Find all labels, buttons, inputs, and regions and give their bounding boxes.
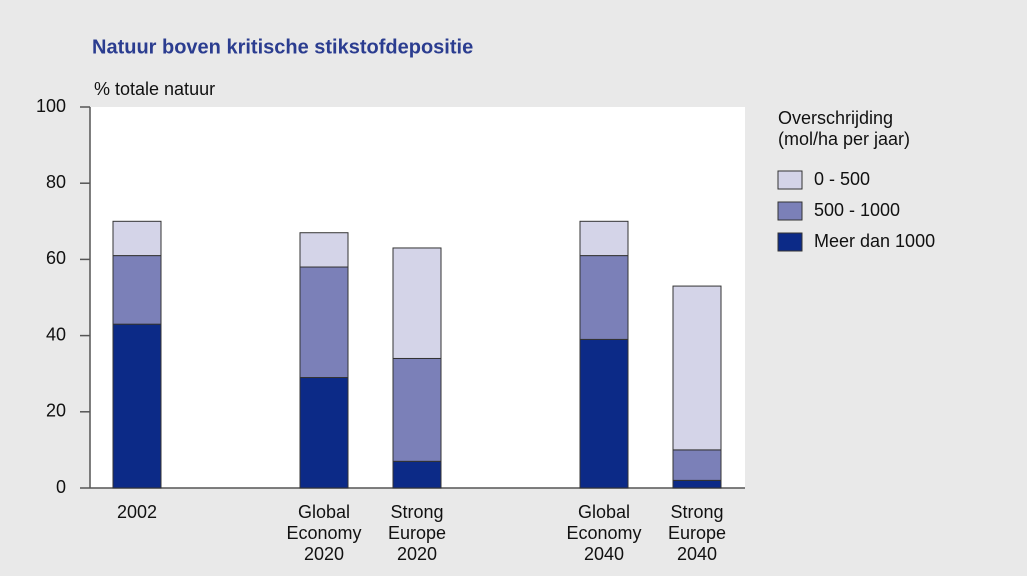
x-tick-label: 2002 [116,502,158,522]
legend-swatch [777,232,803,252]
legend-swatch [777,170,803,190]
legend-title: Overschrijding (mol/ha per jaar) [778,108,911,149]
bar-segment [392,357,442,462]
chart-title: Natuur boven kritische stikstofdepositie [92,36,473,58]
y-axis-label: % totale natuur [94,79,215,99]
y-tick-label: 20 [46,401,66,421]
legend-swatch [777,201,803,221]
bar-segment [299,266,349,379]
bar-segment [299,232,349,268]
bar-segment [579,338,629,489]
bar-segment [392,247,442,359]
bar-segment [112,323,162,489]
x-tick-label: Strong Europe 2040 [667,502,727,564]
y-tick-label: 60 [46,248,66,268]
y-tick-label: 80 [46,172,66,192]
legend-label: 0 - 500 [814,169,870,189]
y-tick-label: 100 [36,96,66,116]
bar-segment [579,220,629,257]
legend-label: Meer dan 1000 [814,231,935,251]
bar-segment [672,479,722,489]
bar-segment [672,449,722,481]
bar-segment [299,377,349,489]
x-tick-label: Global Economy 2040 [566,502,642,564]
bar-segment [112,220,162,257]
legend-label: 500 - 1000 [814,200,900,220]
bar-segment [672,285,722,451]
bar-segment [579,255,629,340]
x-tick-label: Global Economy 2020 [286,502,362,564]
x-tick-label: Strong Europe 2020 [387,502,447,564]
bar-segment [112,255,162,325]
y-tick-label: 40 [46,324,66,344]
y-tick-label: 0 [56,477,66,497]
bar-segment [392,460,442,489]
